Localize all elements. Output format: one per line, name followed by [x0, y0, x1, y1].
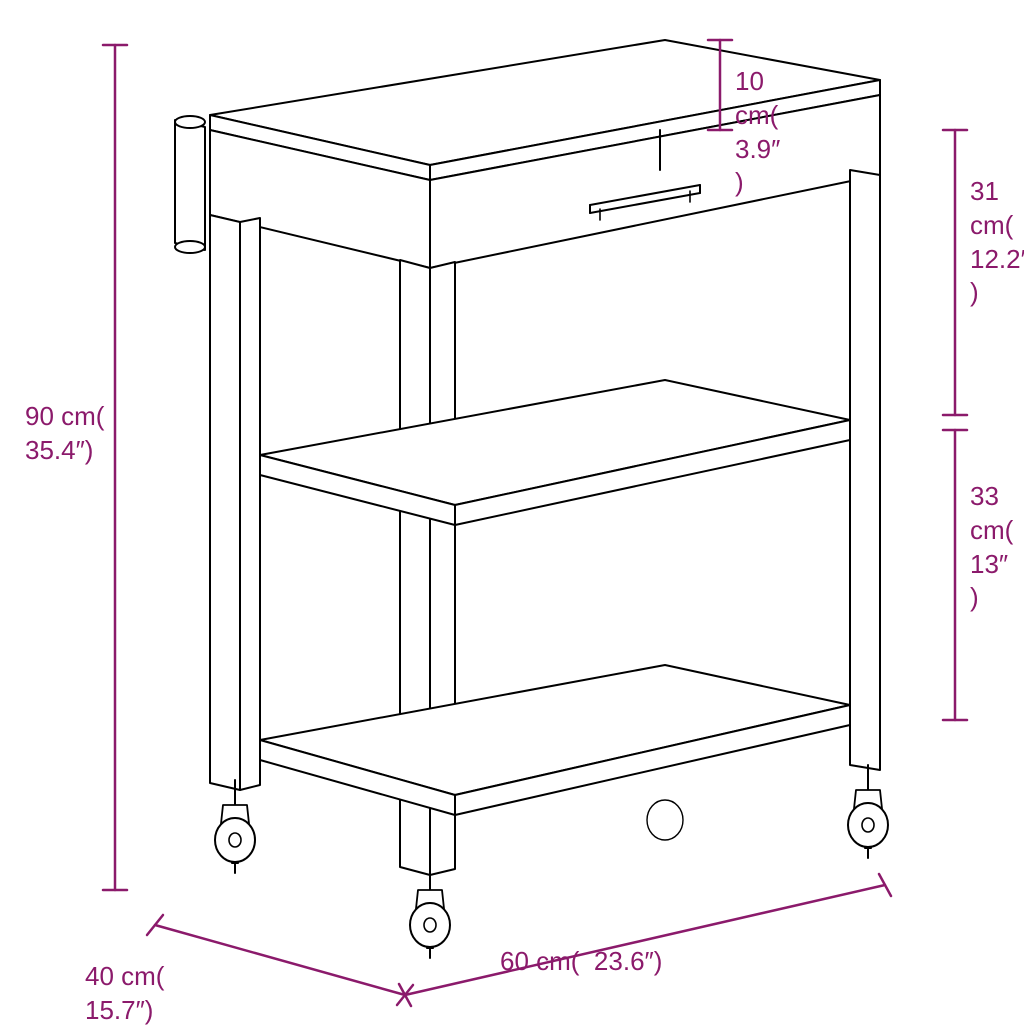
- label-depth: 40 cm( 15.7″): [85, 960, 164, 1028]
- label-upper-shelf: 31 cm( 12.2″ ): [970, 175, 1024, 310]
- label-lower-shelf: 33 cm( 13″ ): [970, 480, 1013, 615]
- label-height: 90 cm( 35.4″): [25, 400, 104, 468]
- label-width: 60 cm( 23.6″): [500, 945, 662, 979]
- label-drawer-height: 10 cm( 3.9″ ): [735, 65, 780, 200]
- dimension-diagram: [0, 0, 1024, 1024]
